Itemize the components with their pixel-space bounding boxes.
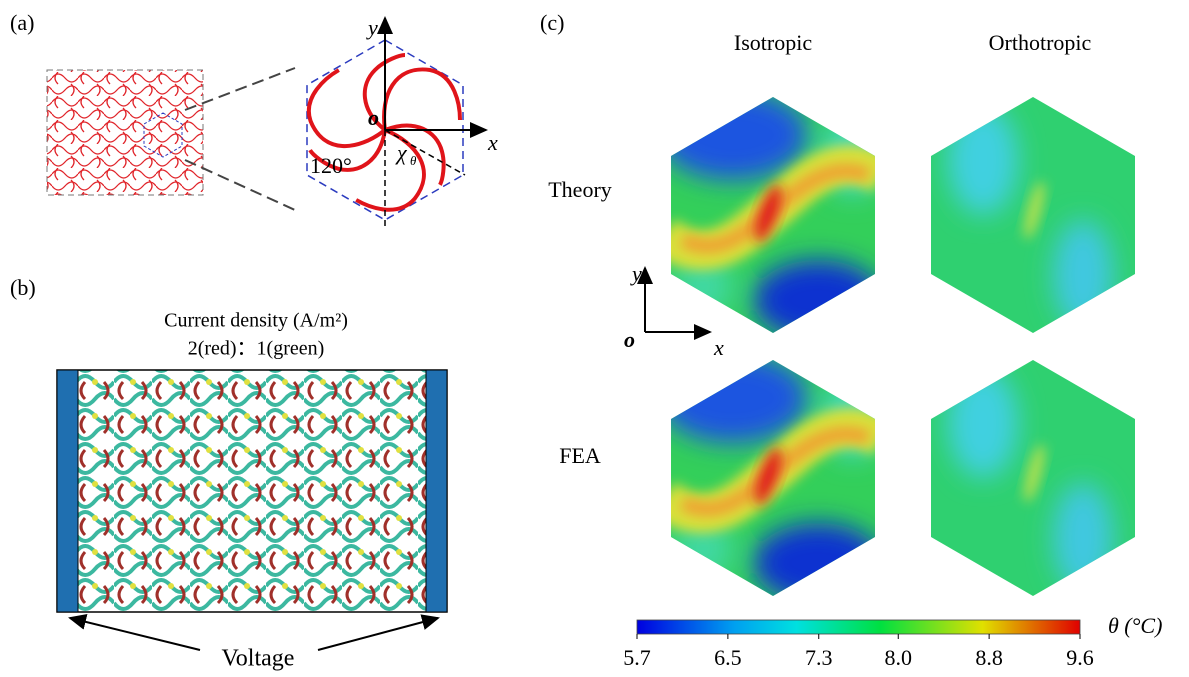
row-header: FEA xyxy=(559,443,601,468)
colorbar-label: θ (°C) xyxy=(1108,613,1162,638)
heatmap xyxy=(658,353,883,603)
colorbar-tick-label: 8.8 xyxy=(975,645,1003,670)
electrode xyxy=(57,370,78,612)
row-header: Theory xyxy=(548,177,612,202)
voltage-label: Voltage xyxy=(222,646,295,672)
colorbar-tick-label: 7.3 xyxy=(805,645,833,670)
lattice-conductor xyxy=(57,370,447,612)
heatmap xyxy=(923,95,1143,335)
figure: (a) y o x 120° χ θ (b) Current density (… xyxy=(0,0,1189,672)
heatmap xyxy=(923,358,1143,598)
colorbar-tick-label: 5.7 xyxy=(623,645,651,670)
colorbar-ticks: 5.7 6.5 7.3 8.0 8.8 9.6 xyxy=(623,634,1094,670)
column-header: Orthotropic xyxy=(989,30,1092,55)
axis-label: y xyxy=(630,261,642,286)
origin-label: o xyxy=(624,327,635,352)
colorbar xyxy=(637,620,1080,634)
axis-label: x xyxy=(487,130,498,155)
colorbar-tick-label: 8.0 xyxy=(885,645,913,670)
origin-label: o xyxy=(368,105,379,130)
panel-title: Current density (A/m²) xyxy=(164,310,348,332)
panel-label: (b) xyxy=(10,275,36,300)
column-header: Isotropic xyxy=(734,30,812,55)
panel-label: (c) xyxy=(540,10,564,35)
chiral-ligaments xyxy=(295,55,460,225)
panel-label: (a) xyxy=(10,10,34,35)
angle-label: 120° xyxy=(310,153,352,178)
ratio-label: 2(red)：1(green) xyxy=(188,338,325,360)
axis-label: y xyxy=(366,15,378,40)
heatmap xyxy=(658,90,883,340)
electrode xyxy=(426,370,447,612)
chirality-label: χ xyxy=(395,140,408,165)
chirality-subscript: θ xyxy=(410,153,417,168)
colorbar-tick-label: 6.5 xyxy=(714,645,742,670)
colorbar-tick-label: 9.6 xyxy=(1066,645,1094,670)
arrow xyxy=(318,618,438,650)
axis-label: x xyxy=(713,335,724,360)
lattice xyxy=(47,70,203,195)
arrow xyxy=(70,618,200,650)
